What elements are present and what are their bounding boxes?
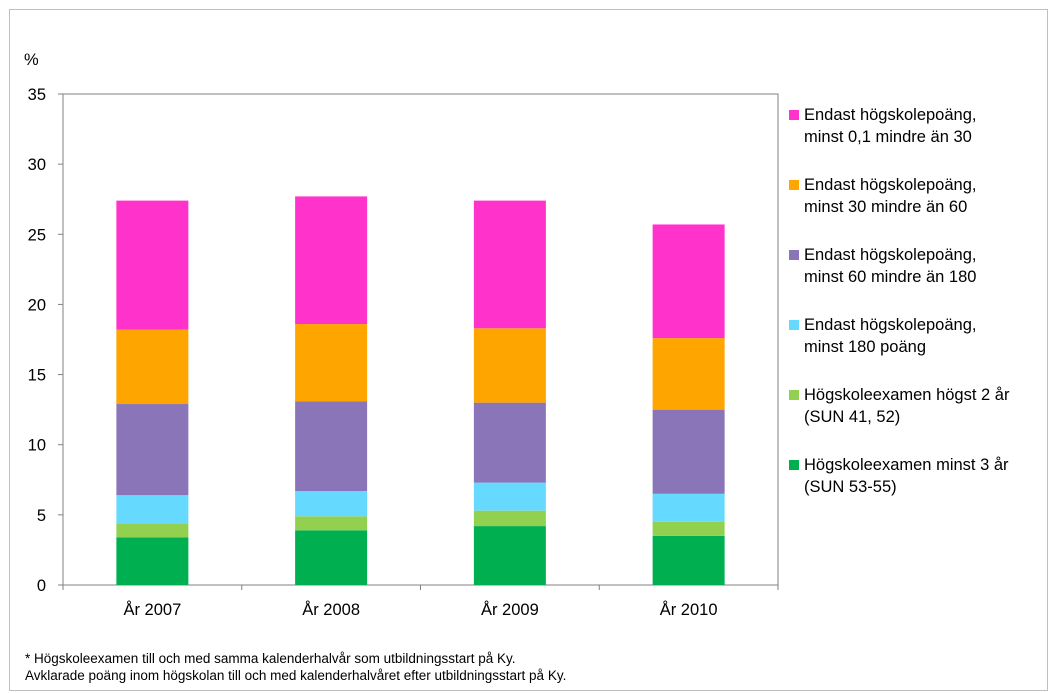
bar-segment bbox=[652, 535, 725, 585]
legend-swatch bbox=[789, 110, 799, 120]
bar-segment bbox=[473, 510, 546, 527]
x-tick-label: År 2008 bbox=[302, 600, 360, 619]
bar-segment bbox=[295, 324, 368, 402]
legend-label: Endast högskolepoäng, minst 60 mindre än… bbox=[804, 246, 977, 286]
legend-swatch bbox=[789, 390, 799, 400]
legend-swatch bbox=[789, 180, 799, 190]
x-tick-label: År 2010 bbox=[660, 600, 718, 619]
y-tick-label: 20 bbox=[28, 296, 46, 314]
footnote-line-1: * Högskoleexamen till och med samma kale… bbox=[25, 651, 516, 666]
bar-segment bbox=[473, 402, 546, 483]
legend-swatch bbox=[789, 250, 799, 260]
bar-segment bbox=[116, 404, 189, 496]
legend-swatch bbox=[789, 320, 799, 330]
bar-segment bbox=[652, 493, 725, 522]
bar-segment bbox=[652, 224, 725, 339]
bar-segment bbox=[473, 328, 546, 403]
bar-segment bbox=[295, 401, 368, 492]
bar-segment bbox=[116, 537, 189, 585]
legend-label: Endast högskolepoäng, minst 180 poäng bbox=[804, 316, 977, 356]
bar-segment bbox=[295, 530, 368, 585]
legend-label: Högskoleexamen högst 2 år (SUN 41, 52) bbox=[804, 386, 1010, 426]
bar-segment bbox=[652, 409, 725, 494]
bar-segment bbox=[652, 338, 725, 410]
bar-segment bbox=[473, 526, 546, 585]
x-tick-label: År 2007 bbox=[123, 600, 181, 619]
y-tick-label: 25 bbox=[28, 226, 46, 244]
bar-segment bbox=[116, 329, 189, 405]
bar-segment bbox=[295, 196, 368, 325]
bar-segment bbox=[116, 495, 189, 524]
bar-segment bbox=[295, 491, 368, 517]
legend-label: Endast högskolepoäng, minst 0,1 mindre ä… bbox=[804, 106, 977, 146]
footnote-line-2: Avklarade poäng inom högskolan till och … bbox=[25, 668, 567, 683]
y-tick-label: 5 bbox=[37, 507, 46, 525]
y-tick-label: 15 bbox=[28, 367, 46, 385]
bar-segment bbox=[295, 516, 368, 531]
bar-segment bbox=[473, 200, 546, 329]
y-tick-label: 0 bbox=[37, 577, 46, 595]
legend-swatch bbox=[789, 460, 799, 470]
legend-label: Högskoleexamen minst 3 år (SUN 53-55) bbox=[804, 456, 1009, 496]
bar-segment bbox=[116, 523, 189, 538]
y-tick-label: 30 bbox=[28, 156, 46, 174]
y-tick-label: 10 bbox=[28, 437, 46, 455]
y-axis-label: % bbox=[24, 51, 39, 69]
bar-segment bbox=[116, 200, 189, 330]
bar-segment bbox=[473, 482, 546, 511]
x-tick-label: År 2009 bbox=[481, 600, 539, 619]
y-tick-label: 35 bbox=[28, 86, 46, 104]
bar-segment bbox=[652, 521, 725, 536]
legend-label: Endast högskolepoäng, minst 30 mindre än… bbox=[804, 176, 977, 216]
